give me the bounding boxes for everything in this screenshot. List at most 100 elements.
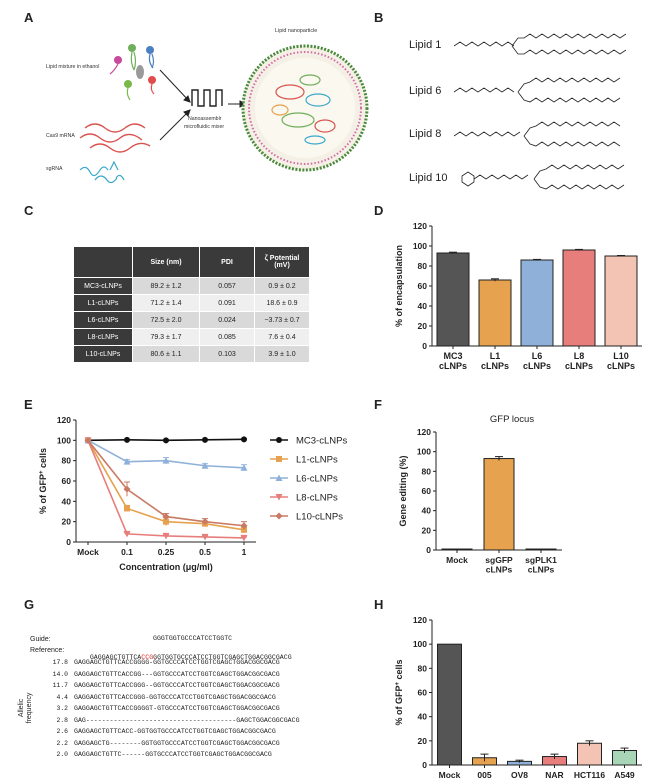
lipid-name: Lipid 8 <box>409 128 442 140</box>
bar <box>478 279 512 347</box>
bar <box>436 252 470 347</box>
x-tick-label: Mock <box>439 770 461 780</box>
table-cell: MC3-cLNPs <box>73 277 133 295</box>
allele-sequence: GAGGAGCTGTTC------GGTGCCCATCCTGGTCGAGCTG… <box>74 751 272 758</box>
table-cell: L8-cLNPs <box>73 328 133 346</box>
table-cell: 18.6 ± 0.9 <box>254 294 310 312</box>
bar <box>577 742 602 766</box>
table-row: MC3-cLNPs 89.2 ± 1.2 0.057 0.9 ± 0.2 <box>73 277 310 295</box>
legend-marker <box>276 437 282 443</box>
chart-d-encapsulation: 0 20 40 60 80 100 120 % of encapsulation MC3 cLNP… <box>394 221 642 371</box>
x-tick-label: sgPLK1 cLNPs <box>525 555 557 575</box>
x-tick-label: A549 <box>614 770 635 780</box>
pam-site: CCG <box>141 654 154 661</box>
microfluidic-mixer-icon <box>191 89 223 107</box>
sgrna-label: sgRNA <box>46 166 63 172</box>
data-point <box>201 533 209 541</box>
panel-letter-h: H <box>374 597 384 612</box>
y-tick-label: 60 <box>422 486 432 496</box>
bar <box>525 548 557 551</box>
panel-letter-f: F <box>374 397 382 412</box>
table-cell: 0.085 <box>199 328 255 346</box>
table-cell: 80.6 ± 1.1 <box>132 345 200 363</box>
data-point <box>240 464 248 471</box>
y-tick-label: 20 <box>418 321 428 331</box>
guide-label: Guide: <box>30 636 51 643</box>
panel-letter-a: A <box>24 10 34 25</box>
y-tick-label: 100 <box>413 241 427 251</box>
data-point <box>163 518 169 525</box>
x-axis-label: Concentration (μg/ml) <box>119 562 213 572</box>
data-point <box>123 530 131 538</box>
side-label-2: frequency <box>26 692 33 724</box>
allele-frequency: 3.2 <box>56 705 68 712</box>
table-cell: 79.3 ± 1.7 <box>132 328 200 346</box>
x-tick-label: MC3 cLNPs <box>439 351 467 371</box>
allele-frequency: 2.6 <box>56 728 68 735</box>
y-tick-label: 60 <box>418 281 428 291</box>
data-point <box>162 513 170 521</box>
y-tick-label: 0 <box>422 341 427 351</box>
y-tick-label: 0 <box>422 760 427 770</box>
bar <box>562 249 596 347</box>
y-tick-label: 80 <box>422 466 432 476</box>
x-tick-label: HCT116 <box>574 770 605 780</box>
panel-letter-c: C <box>24 203 34 218</box>
panel-letter-d: D <box>374 203 384 218</box>
data-point <box>123 458 131 465</box>
y-tick-label: 80 <box>62 456 72 466</box>
legend-label: MC3-cLNPs <box>296 436 347 447</box>
reference-label: Reference: <box>30 647 65 654</box>
legend-label: L1-cLNPs <box>296 455 338 466</box>
data-point <box>163 437 169 444</box>
bar <box>441 548 473 551</box>
table-header-cell <box>73 246 133 278</box>
lipid-structures-icon <box>453 33 627 190</box>
y-axis-label: % of GFP+ cells <box>394 659 404 725</box>
characterization-table: Size (nm) PDI ζ Potential (mV) MC3-cLNPs… <box>73 246 310 363</box>
bar <box>437 643 462 766</box>
y-tick-label: 100 <box>57 435 71 445</box>
table-cell: 0.103 <box>199 345 255 363</box>
allele-sequence: GAGGAGCTG--------GGTGGTGCCCATCCTGGTCGAGC… <box>74 739 280 747</box>
table-cell: 3.9 ± 1.0 <box>254 345 310 363</box>
mixer-label-2: microfluidic mixer <box>184 124 224 130</box>
data-point <box>240 534 248 542</box>
legend-marker <box>275 512 283 520</box>
table-cell: 7.6 ± 0.4 <box>254 328 310 346</box>
data-point <box>162 532 170 540</box>
guide-sequence: GGGTGGTGCCCATCCTGGTC <box>153 635 233 642</box>
x-tick-label: sgGFP cLNPs <box>485 555 513 575</box>
allele-frequency: 2.0 <box>56 751 68 758</box>
y-axis-label: % of GFP+ cells <box>38 448 48 514</box>
table-cell: 0.091 <box>199 294 255 312</box>
data-point <box>124 505 130 512</box>
y-tick-label: 20 <box>422 525 432 535</box>
y-tick-label: 40 <box>418 301 428 311</box>
bar <box>520 259 554 347</box>
table-row: L6-cLNPs 72.5 ± 2.0 0.024 −3.73 ± 0.7 <box>73 311 310 329</box>
lipid-name: Lipid 10 <box>409 172 448 184</box>
y-tick-label: 100 <box>417 447 431 457</box>
allele-frequency: 17.8 <box>52 659 68 666</box>
table-cell: L10-cLNPs <box>73 345 133 363</box>
bar <box>483 458 515 551</box>
x-tick-label: 0.25 <box>158 547 175 557</box>
data-point <box>201 518 209 526</box>
lipid-nanoparticle-icon <box>241 44 369 172</box>
mixer-label-1: Nanoassemblr <box>188 116 222 122</box>
allele-frequency: 4.4 <box>56 693 68 701</box>
x-tick-label: 1 <box>242 547 247 557</box>
y-tick-label: 40 <box>422 506 432 516</box>
allele-sequence: GAGGAGCTGTTCACCGGGGT-GTGCCCATCCTGGTCGAGC… <box>74 705 280 712</box>
allelic-frequency-label: Allelic frequency <box>18 678 34 738</box>
panel-letter-e: E <box>24 397 33 412</box>
mrna-strands-icon <box>79 123 151 153</box>
lipid-molecules-icon <box>109 44 156 101</box>
chart-title: GFP locus <box>490 414 534 425</box>
y-tick-label: 0 <box>66 537 71 547</box>
y-axis-label: Gene editing (%) <box>398 455 408 526</box>
table-row: L10-cLNPs 80.6 ± 1.1 0.103 3.9 ± 1.0 <box>73 345 310 363</box>
table-cell: 0.024 <box>199 311 255 329</box>
x-tick-label: Mock <box>446 555 468 565</box>
